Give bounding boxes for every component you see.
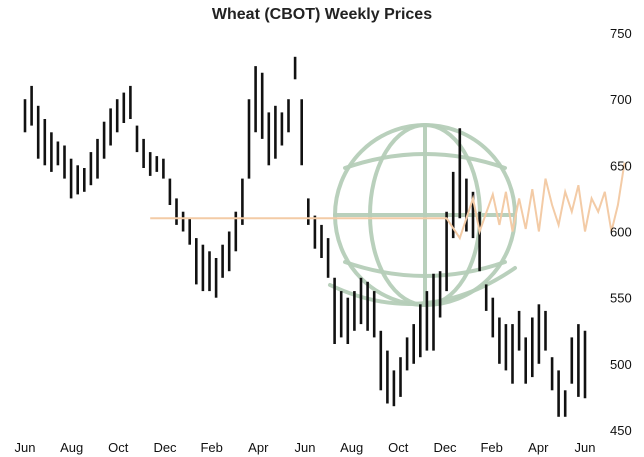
x-tick-label: Dec [153, 440, 177, 455]
x-tick-label: Apr [528, 440, 549, 455]
x-tick-label: Dec [433, 440, 457, 455]
x-tick-label: Jun [15, 440, 36, 455]
overlay-line [150, 162, 626, 241]
y-tick-label: 750 [610, 26, 632, 41]
ohlc-bars [23, 56, 587, 417]
chart-title: Wheat (CBOT) Weekly Prices [211, 6, 433, 23]
y-tick-label: 500 [610, 357, 632, 372]
x-tick-label: Oct [108, 440, 129, 455]
x-tick-label: Jun [575, 440, 596, 455]
x-tick-label: Jun [295, 440, 316, 455]
x-tick-label: Feb [200, 440, 222, 455]
y-axis: 450 500 550 600 650 700 750 [610, 26, 632, 438]
y-tick-label: 700 [610, 92, 632, 107]
y-tick-label: 600 [610, 225, 632, 240]
x-axis: Jun Aug Oct Dec Feb Apr Jun Aug Oct Dec Feb Apr Jun [15, 440, 596, 455]
x-tick-label: Feb [480, 440, 502, 455]
y-tick-label: 450 [610, 423, 632, 438]
y-tick-label: 650 [610, 158, 632, 173]
y-tick-label: 550 [610, 291, 632, 306]
globe-latitude-bottom [343, 260, 507, 278]
x-tick-label: Apr [248, 440, 269, 455]
globe-latitude-top [343, 152, 507, 170]
x-tick-label: Oct [388, 440, 409, 455]
x-tick-label: Aug [60, 440, 83, 455]
globe-watermark [328, 123, 517, 307]
x-tick-label: Aug [340, 440, 363, 455]
